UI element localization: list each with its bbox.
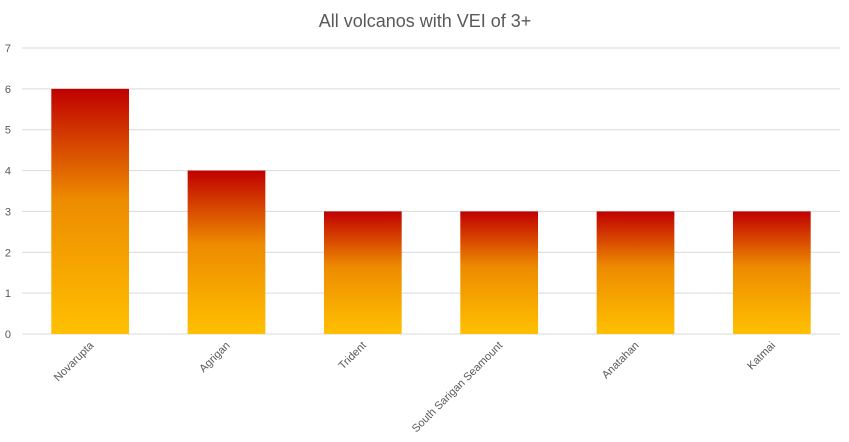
y-tick-label: 3 <box>5 206 11 218</box>
y-tick-label: 7 <box>5 43 11 55</box>
y-tick-label: 1 <box>5 288 11 300</box>
bar-anatahan <box>596 211 675 334</box>
x-tick-label: Trident <box>337 340 369 372</box>
bar-trident <box>323 211 402 334</box>
x-axis-ticks: Novarupta Agrigan Trident South Sarigan Sea… <box>52 339 778 435</box>
bars <box>51 88 811 334</box>
y-tick-label: 6 <box>5 84 11 96</box>
y-tick-label: 5 <box>5 125 11 137</box>
y-axis-ticks: 0 1 2 3 4 5 6 7 <box>5 43 11 341</box>
x-tick-label: Katmai <box>745 340 778 373</box>
bar-south-sarigan-seamount <box>460 211 539 334</box>
x-tick-label: South Sarigan Seamount <box>410 340 505 435</box>
y-tick-label: 0 <box>5 329 11 341</box>
x-tick-label: Anatahan <box>600 340 642 382</box>
bar-katmai <box>732 211 811 334</box>
y-tick-label: 4 <box>5 166 11 178</box>
x-tick-label: Novarupta <box>52 339 97 384</box>
bar-novarupta <box>51 88 130 334</box>
y-tick-label: 2 <box>5 247 11 259</box>
chart-title: All volcanos with VEI of 3+ <box>319 11 532 31</box>
x-tick-label: Agrigan <box>197 340 232 375</box>
gridlines <box>22 47 840 335</box>
bar-agrigan <box>187 170 266 334</box>
